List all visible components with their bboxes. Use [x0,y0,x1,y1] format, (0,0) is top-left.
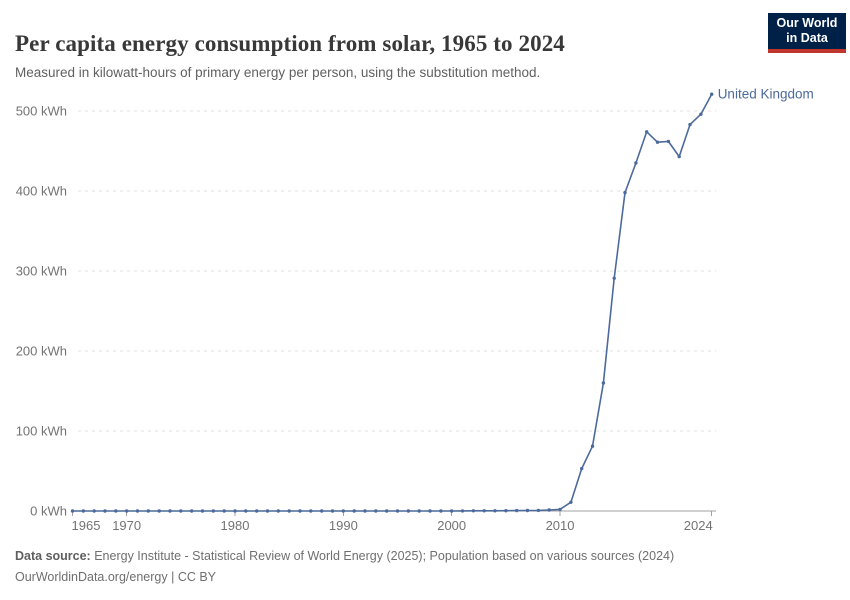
owid-logo-line1: Our World [776,16,838,30]
data-point[interactable] [710,92,714,96]
y-tick-label: 400 kWh [16,184,67,199]
data-point[interactable] [168,509,172,513]
x-tick-label: 1965 [72,518,101,533]
data-point[interactable] [374,509,378,513]
data-source-text: Energy Institute - Statistical Review of… [90,549,675,563]
data-point[interactable] [471,509,476,513]
owid-logo-red-bar [768,49,846,53]
data-point[interactable] [504,509,508,513]
data-point[interactable] [699,112,703,116]
data-point[interactable] [569,500,573,504]
data-point[interactable] [287,509,291,513]
x-tick-label: 2024 [684,518,713,533]
data-point[interactable] [536,508,541,513]
data-point[interactable] [450,509,454,513]
data-point[interactable] [460,509,465,513]
data-point[interactable] [363,509,367,513]
data-point[interactable] [135,509,140,513]
x-tick-label: 1980 [221,518,250,533]
chart-subtitle: Measured in kilowatt-hours of primary en… [15,64,541,80]
chart-footer: Data source: Energy Institute - Statisti… [15,546,835,588]
x-tick-label: 2010 [546,518,575,533]
data-point[interactable] [677,154,681,159]
data-point[interactable] [114,509,118,513]
data-point[interactable] [352,509,356,513]
x-tick-label: 1990 [329,518,358,533]
data-point[interactable] [70,509,75,513]
data-point[interactable] [580,466,584,471]
data-point[interactable] [612,276,616,280]
data-point[interactable] [590,444,595,448]
data-point[interactable] [92,509,96,513]
data-point[interactable] [634,161,638,165]
x-tick-label: 2000 [437,518,466,533]
data-point[interactable] [200,509,205,513]
data-point[interactable] [146,509,150,513]
data-point[interactable] [439,509,443,513]
data-point[interactable] [395,509,400,513]
data-source-label: Data source: [15,549,91,563]
data-point[interactable] [103,509,107,513]
data-point[interactable] [298,509,302,513]
data-point[interactable] [666,139,671,144]
data-point[interactable] [157,509,161,513]
data-point[interactable] [211,509,215,513]
data-point[interactable] [320,509,324,513]
data-point[interactable] [623,190,627,195]
series-label[interactable]: United Kingdom [718,87,814,102]
y-tick-label: 100 kWh [16,424,67,439]
data-point[interactable] [428,509,432,513]
data-point[interactable] [482,509,486,513]
data-point[interactable] [341,509,345,513]
data-point[interactable] [81,509,86,513]
data-point[interactable] [276,509,280,513]
data-point[interactable] [655,140,660,144]
data-point[interactable] [525,508,530,513]
data-point[interactable] [558,507,562,512]
data-point[interactable] [179,509,183,513]
data-point[interactable] [406,509,411,513]
y-tick-label: 300 kWh [16,264,67,279]
data-point[interactable] [417,509,421,513]
data-point[interactable] [244,509,248,513]
data-point[interactable] [547,508,551,512]
data-point[interactable] [190,509,194,513]
page-title: Per capita energy consumption from solar… [15,31,565,57]
data-point[interactable] [645,130,649,134]
data-point[interactable] [233,509,237,513]
data-point[interactable] [265,509,270,513]
x-tick-label: 1970 [112,518,141,533]
data-point[interactable] [601,381,606,385]
y-tick-label: 0 kWh [30,504,67,519]
owid-energy-link[interactable]: OurWorldinData.org/energy [15,570,168,584]
trend-line[interactable] [72,93,713,512]
data-point[interactable] [688,122,692,127]
data-point[interactable] [222,509,226,513]
owid-logo[interactable]: Our World in Data [768,13,846,53]
owid-logo-text: Our World in Data [768,13,846,49]
data-point[interactable] [330,509,335,513]
data-point[interactable] [255,509,259,513]
license-text: | CC BY [167,570,217,584]
data-point[interactable] [515,508,519,513]
y-tick-label: 500 kWh [16,104,67,119]
data-point[interactable] [309,509,313,513]
data-point[interactable] [493,509,497,513]
y-tick-label: 200 kWh [16,344,67,359]
data-point[interactable] [125,509,129,513]
owid-logo-line2: in Data [786,31,828,45]
data-point[interactable] [385,509,389,513]
